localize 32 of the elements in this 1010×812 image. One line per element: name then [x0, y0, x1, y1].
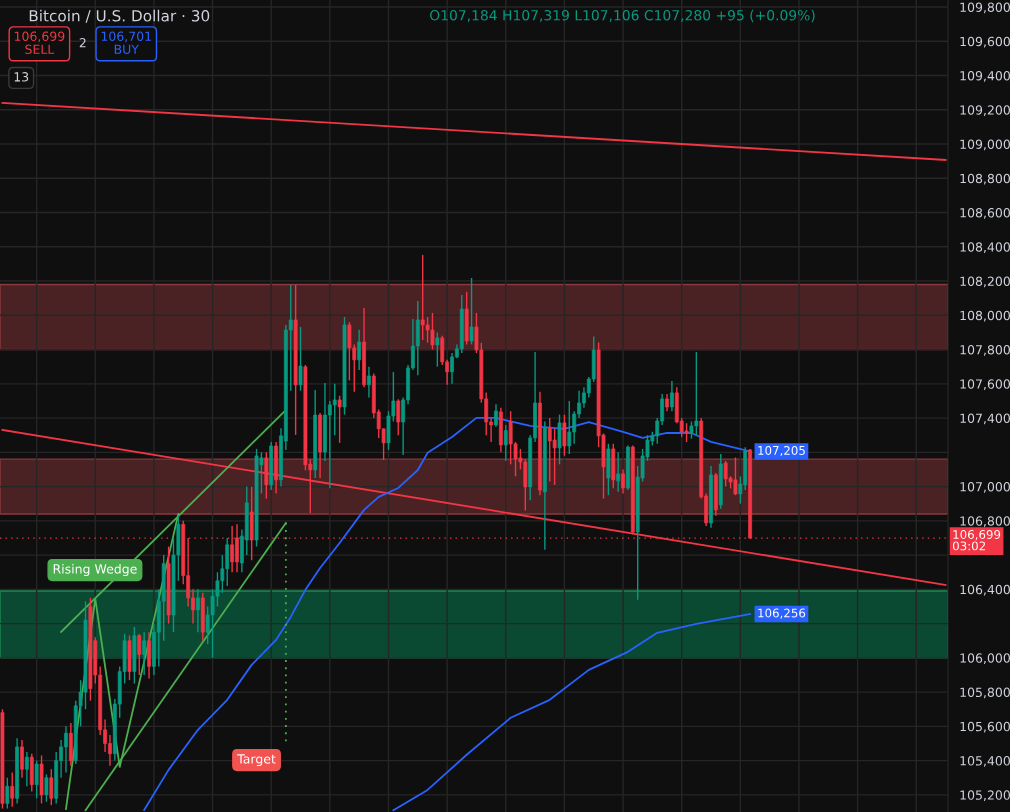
y-tick-label: 108,400	[960, 242, 1010, 253]
y-tick-label: 108,800	[960, 173, 1010, 185]
y-tick-label: 109,000	[960, 139, 1010, 151]
y-tick-label: 109,200	[960, 105, 1010, 116]
y-tick-label: 109,800	[960, 2, 1010, 14]
annotation: 2	[79, 38, 86, 48]
y-tick-label: 105,800	[960, 687, 1010, 699]
y-tick-label: 105,400	[960, 756, 1010, 767]
y-tick-label: 108,600	[960, 208, 1010, 219]
y-tick-label: 107,600	[960, 379, 1010, 391]
ref-line-label: 106,699 03:02	[952, 530, 1001, 551]
annotation: 106,699 SELL	[14, 31, 65, 54]
y-tick-label: 108,000	[960, 310, 1010, 322]
y-tick-label: 108,200	[960, 276, 1010, 288]
annotation: 106,701 BUY	[101, 31, 151, 54]
y-tick-label: 106,400	[960, 584, 1010, 596]
y-tick-label: 105,200	[960, 790, 1010, 802]
y-tick-label: 107,800	[960, 345, 1010, 356]
data-label: 107,205	[758, 445, 805, 457]
y-tick-label: 105,600	[960, 721, 1010, 733]
y-tick-label: 109,400	[960, 71, 1010, 82]
y-tick-label: 109,600	[960, 36, 1010, 48]
data-label: 106,256	[758, 608, 806, 619]
y-tick-label: 107,000	[960, 482, 1010, 493]
annotation: Rising Wedge	[53, 563, 137, 577]
y-tick-label: 106,000	[960, 653, 1010, 665]
y-tick-label: 107,400	[960, 413, 1010, 425]
y-tick-label: 106,800	[960, 516, 1010, 528]
annotation: Target	[237, 754, 276, 767]
text: O107,184 H107,319 L107,106 C107,280 +95 (+0.09%)	[430, 9, 815, 23]
text: Bitcoin / U.S. Dollar · 30	[29, 9, 210, 23]
annotation: 13	[14, 72, 29, 82]
